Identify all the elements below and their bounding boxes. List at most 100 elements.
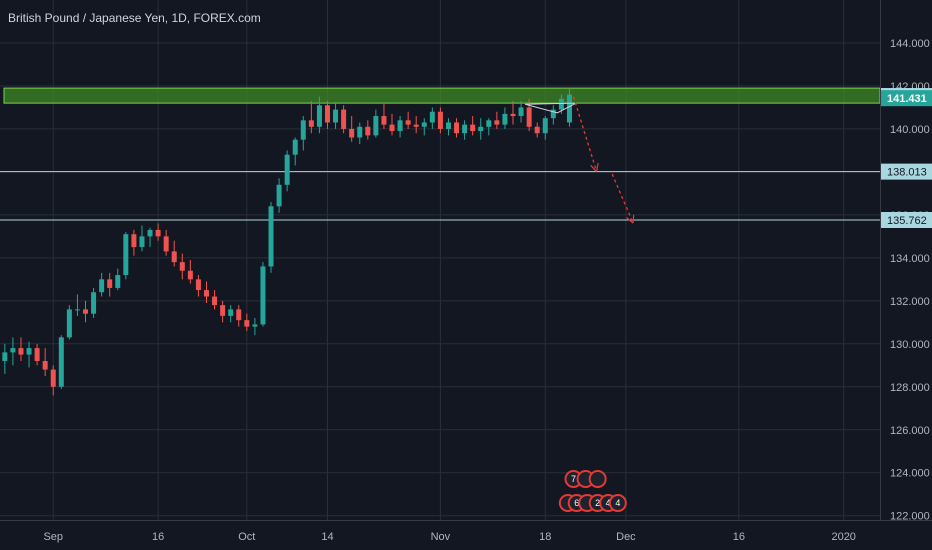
candle-body [550, 109, 556, 119]
time-tick-label: Oct [238, 531, 255, 543]
candle-body [203, 290, 209, 297]
time-tick-label: 14 [321, 531, 333, 543]
chart-title: British Pound / Japanese Yen, 1D, FOREX.… [8, 11, 261, 25]
candle-body [139, 236, 145, 248]
event-count: 4 [606, 498, 611, 508]
triangle-drawing [524, 102, 577, 114]
candle-body [276, 184, 282, 207]
candle-body [66, 309, 72, 338]
price-tag-label: 135.762 [887, 215, 927, 227]
candle-body [99, 279, 105, 293]
price-tick-label: 128.000 [890, 382, 930, 394]
price-tick-label: 132.000 [890, 296, 930, 308]
time-tick-label: Sep [43, 531, 63, 543]
candle-body [187, 270, 193, 280]
event-count: 6 [574, 498, 579, 508]
candle-body [429, 111, 435, 123]
candle-body [558, 98, 564, 110]
time-tick-label: Nov [431, 531, 451, 543]
candle-body [26, 348, 32, 355]
resistance-zone-rect [3, 87, 881, 104]
candle-body [341, 109, 347, 129]
candle-body [333, 109, 339, 123]
candle-body [163, 236, 169, 252]
price-tag-label: 138.013 [887, 167, 927, 179]
candle-body [526, 107, 532, 127]
candle-body [373, 116, 379, 136]
event-markers[interactable]: 76 2 4 4 [558, 470, 627, 512]
candle-body [42, 360, 48, 370]
price-tick-label: 122.000 [890, 511, 930, 523]
candle-body [260, 266, 266, 325]
candle-body [381, 116, 387, 125]
candle-body [445, 122, 451, 129]
candle-body [357, 126, 363, 138]
candle-body [195, 279, 201, 291]
candle-body [349, 128, 355, 138]
candle-body [284, 154, 290, 185]
candle-body [405, 120, 411, 125]
candle-body [566, 94, 572, 123]
event-count: 2 [595, 498, 600, 508]
candle-body [292, 139, 298, 155]
forecast-arrow [572, 96, 596, 170]
candle-body [389, 124, 395, 132]
candle-body [518, 107, 524, 117]
candle-body [50, 369, 56, 387]
resistance-zone[interactable] [3, 87, 881, 104]
price-tag-box [881, 90, 932, 107]
candle-body [10, 348, 16, 353]
price-tick-label: 126.000 [890, 425, 930, 437]
candle-body [2, 352, 8, 361]
candle-body [155, 229, 161, 237]
time-tick-label: Dec [616, 531, 636, 543]
candle-body [244, 320, 250, 327]
candle-body [74, 309, 80, 311]
time-tick-label: 18 [539, 531, 551, 543]
candle-body [316, 105, 322, 127]
candle-body [34, 348, 40, 361]
candle-body [397, 120, 403, 132]
event-count: 4 [615, 498, 620, 508]
candle-body [454, 122, 460, 134]
event-count: 7 [571, 474, 576, 484]
candle-body [413, 124, 419, 127]
candle-body [236, 309, 242, 321]
time-tick-label: 2020 [831, 531, 855, 543]
candle-body [18, 348, 24, 355]
candle-body [82, 309, 88, 314]
price-tag-label: 141.431 [887, 93, 927, 105]
price-tick-label: 144.000 [890, 38, 930, 50]
candle-body [324, 105, 330, 123]
candle-body [534, 126, 540, 134]
grid-lines [0, 0, 880, 520]
candle-body [212, 296, 218, 306]
candle-body [486, 120, 492, 127]
price-tick-label: 124.000 [890, 468, 930, 480]
price-tick-label: 140.000 [890, 124, 930, 136]
drawings[interactable] [524, 96, 632, 222]
price-tick-label: 130.000 [890, 339, 930, 351]
time-tick-label: 16 [733, 531, 745, 543]
time-tick-label: 16 [152, 531, 164, 543]
event-marker [608, 494, 627, 512]
candle-body [502, 113, 508, 125]
price-tick-label: 134.000 [890, 253, 930, 265]
candle-body [228, 309, 234, 316]
candle-body [308, 120, 314, 127]
candle-body [252, 324, 258, 327]
candle-body [365, 126, 371, 136]
candle-body [220, 305, 226, 316]
price-tag-box [881, 211, 932, 228]
candle-body [300, 120, 306, 140]
time-axis[interactable]: Sep 16 Oct 14 Nov 18 Dec 16 2020 [43, 531, 855, 543]
horizontal-levels[interactable] [0, 171, 880, 221]
candle-body [171, 251, 177, 263]
forecast-arrow [611, 173, 632, 221]
candlestick-series [2, 88, 572, 396]
candle-body [147, 229, 153, 237]
candle-body [91, 292, 97, 314]
